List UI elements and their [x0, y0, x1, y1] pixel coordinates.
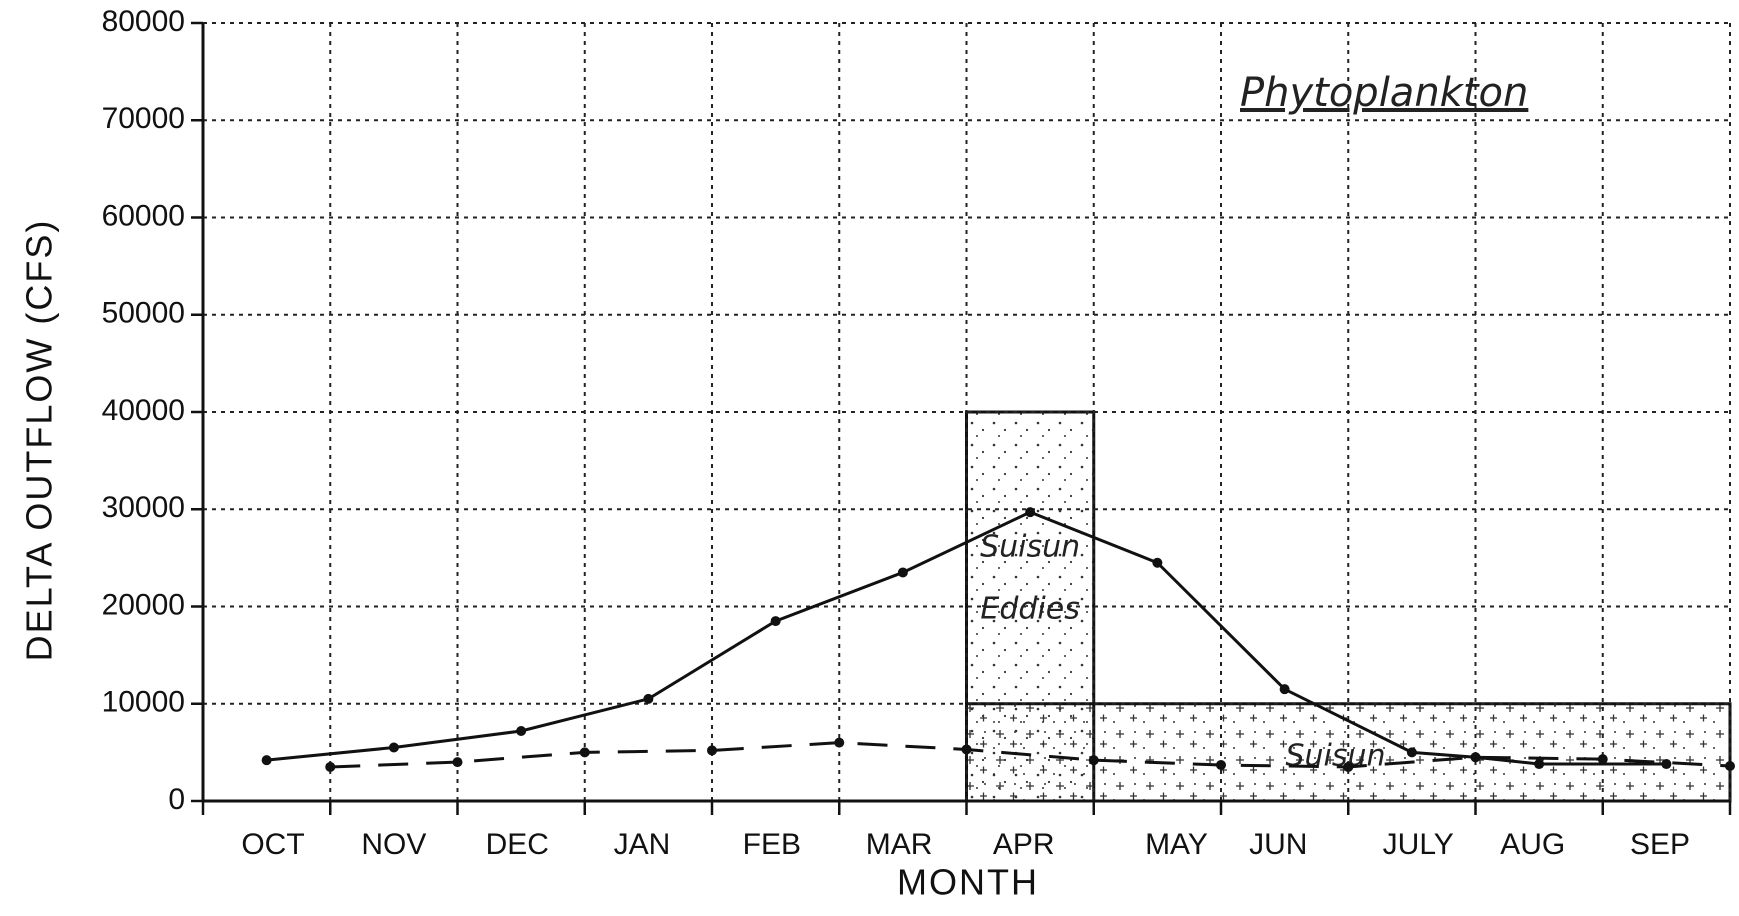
data-point: [1470, 752, 1481, 763]
region-label: Suisun: [980, 530, 1080, 565]
series-line: [330, 741, 1731, 769]
data-point: [834, 737, 845, 748]
x-tick-label: SEP: [1630, 828, 1690, 861]
data-point: [579, 747, 590, 758]
x-tick-label: OCT: [241, 828, 304, 861]
data-point: [1406, 747, 1417, 758]
x-axis-label: MONTH: [897, 862, 1039, 903]
x-tick-label: DEC: [486, 828, 549, 861]
y-axis-label: DELTA OUTFLOW (CFS): [19, 219, 60, 662]
region-label: Suisun: [1285, 739, 1385, 774]
x-tick-label: JULY: [1383, 828, 1454, 861]
y-tick-label: 10000: [102, 686, 185, 719]
data-point: [707, 745, 717, 756]
x-tick-label: MAR: [866, 828, 933, 861]
x-tick-label: MAY: [1145, 828, 1208, 861]
y-tick-label: 80000: [102, 5, 185, 38]
data-point: [452, 757, 463, 768]
y-tick-label: 40000: [102, 394, 185, 427]
x-tick-label: APR: [993, 828, 1055, 861]
data-point: [643, 693, 654, 704]
data-point: [1279, 684, 1290, 695]
y-tick-label: 20000: [102, 588, 185, 621]
x-tick-label: AUG: [1500, 828, 1565, 861]
x-tick-label: JAN: [614, 828, 671, 861]
x-tick-label: JUN: [1249, 828, 1307, 861]
data-point: [1152, 557, 1163, 568]
data-point: [770, 616, 781, 627]
data-point: [1534, 759, 1545, 770]
y-tick-label: 70000: [102, 102, 185, 135]
x-tick-label: NOV: [361, 828, 426, 861]
data-point: [388, 742, 399, 753]
y-tick-label: 0: [168, 783, 185, 816]
data-point: [1343, 761, 1354, 772]
annotation-title: Phytoplankton: [1240, 70, 1528, 116]
y-tick-label: 50000: [102, 297, 185, 330]
data-point: [1661, 759, 1672, 770]
data-point: [1216, 760, 1226, 771]
data-point: [1597, 754, 1608, 765]
data-point: [1025, 507, 1036, 518]
y-tick-label: 30000: [102, 491, 185, 524]
data-point: [516, 725, 527, 736]
data-point: [1088, 755, 1099, 766]
data-point: [897, 567, 908, 578]
data-point: [261, 755, 272, 766]
x-tick-label: FEB: [743, 828, 801, 861]
data-point: [325, 761, 336, 772]
y-tick-label: 60000: [102, 199, 185, 232]
data-point: [1725, 760, 1735, 771]
region-label: Eddies: [980, 592, 1079, 627]
data-point: [961, 744, 972, 755]
